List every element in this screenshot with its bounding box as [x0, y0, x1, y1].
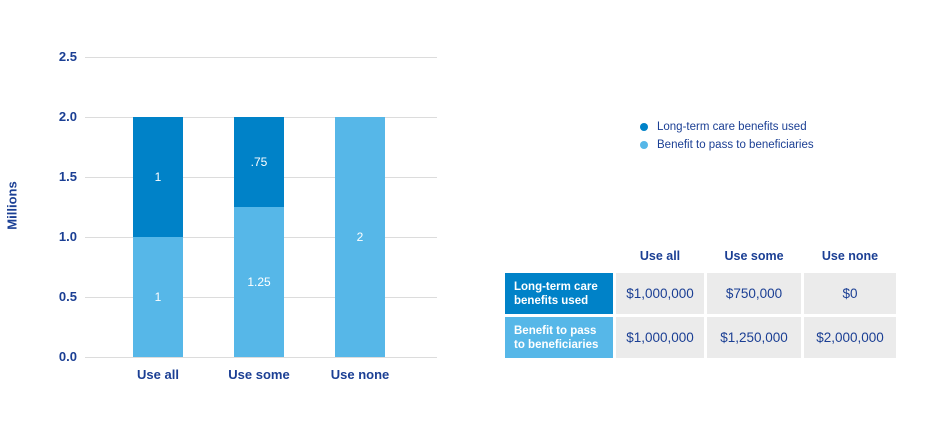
bar-value-label: 1	[154, 290, 162, 304]
bar-segment: 2	[335, 117, 385, 357]
x-category-label: Use none	[330, 367, 390, 382]
legend-item-label: Benefit to pass to beneficiaries	[657, 139, 814, 151]
legend-dot-icon	[640, 141, 648, 149]
table-column-header: Use none	[821, 249, 879, 263]
benefits-table: Use all Use some Use none Long-term care…	[505, 246, 896, 358]
bar-segment: 1	[133, 117, 183, 237]
table-column-header: Use all	[639, 249, 681, 263]
chart-legend: Long-term care benefits used Benefit to …	[640, 118, 814, 154]
table-value-cell: $1,250,000	[707, 317, 801, 358]
y-tick-label: 1.5	[58, 169, 77, 184]
bar-segment: 1	[133, 237, 183, 357]
bar-value-label: 1	[154, 170, 162, 184]
table-row-label: Benefit to pass to beneficiaries	[505, 317, 613, 358]
y-tick-label: 1.0	[58, 229, 77, 244]
table-value-cell: $2,000,000	[804, 317, 896, 358]
x-category-label: Use all	[137, 367, 179, 382]
legend-item-label: Long-term care benefits used	[657, 121, 807, 133]
table-value-cell: $1,000,000	[616, 273, 704, 314]
y-tick-label: 0.5	[58, 289, 77, 304]
legend-dot-icon	[640, 123, 648, 131]
bar-value-label: 1.25	[247, 275, 271, 289]
gridline	[85, 357, 437, 358]
y-axis-title: Millions	[4, 181, 20, 230]
table-column-header: Use some	[724, 249, 784, 263]
table-value-cell: $750,000	[707, 273, 801, 314]
y-tick-label: 2.0	[58, 109, 77, 124]
y-tick-label: 2.5	[58, 49, 77, 64]
table-row-label: Long-term care benefits used	[505, 273, 613, 314]
bar-segment: .75	[234, 117, 284, 207]
legend-item: Long-term care benefits used	[640, 118, 814, 136]
y-tick-label: 0.0	[58, 349, 77, 364]
bar-value-label: 2	[356, 230, 364, 244]
table-corner-cell	[505, 246, 613, 270]
table-value-cell: $1,000,000	[616, 317, 704, 358]
bar-segment: 1.25	[234, 207, 284, 357]
stacked-bar-chart: Millions 0.0 0.5 1.0 1.5 2.0 2.5 1 1 Use all 1.25…	[4, 49, 437, 382]
legend-item: Benefit to pass to beneficiaries	[640, 136, 814, 154]
bar-value-label: .75	[250, 155, 268, 169]
x-category-label: Use some	[228, 367, 290, 382]
gridline	[85, 57, 437, 58]
table-value-cell: $0	[804, 273, 896, 314]
